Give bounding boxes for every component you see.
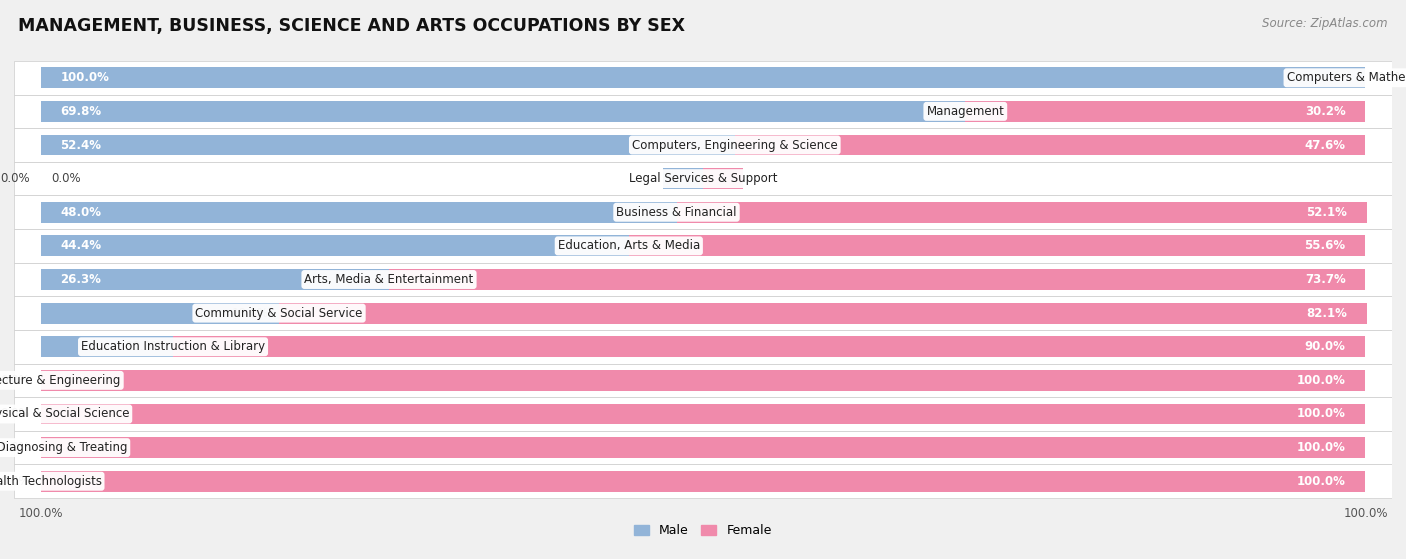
Text: 0.0%: 0.0% — [0, 374, 30, 387]
Text: Arts, Media & Entertainment: Arts, Media & Entertainment — [304, 273, 474, 286]
Bar — [14, 196, 1392, 229]
Text: 18.0%: 18.0% — [232, 307, 269, 320]
Text: 0.0%: 0.0% — [51, 172, 80, 185]
Bar — [676, 202, 1367, 222]
Text: Health Diagnosing & Treating: Health Diagnosing & Treating — [0, 441, 128, 454]
Bar — [389, 269, 1365, 290]
Text: 100.0%: 100.0% — [1296, 475, 1346, 488]
Text: Education, Arts & Media: Education, Arts & Media — [558, 239, 700, 252]
Bar — [41, 67, 1365, 88]
Bar — [14, 229, 1392, 263]
Bar — [14, 263, 1392, 296]
Text: Community & Social Service: Community & Social Service — [195, 307, 363, 320]
Bar — [278, 303, 1367, 324]
Bar — [14, 128, 1392, 162]
Text: 82.1%: 82.1% — [1306, 307, 1347, 320]
Text: 90.0%: 90.0% — [1305, 340, 1346, 353]
Text: Life, Physical & Social Science: Life, Physical & Social Science — [0, 408, 129, 420]
Text: Architecture & Engineering: Architecture & Engineering — [0, 374, 121, 387]
Bar — [14, 465, 1392, 498]
Bar — [14, 431, 1392, 465]
Text: Education Instruction & Library: Education Instruction & Library — [82, 340, 266, 353]
Bar — [735, 135, 1365, 155]
Text: 100.0%: 100.0% — [1296, 441, 1346, 454]
Text: 73.7%: 73.7% — [1305, 273, 1346, 286]
Text: 30.2%: 30.2% — [1305, 105, 1346, 118]
Bar — [41, 471, 1365, 492]
Text: 0.0%: 0.0% — [0, 475, 30, 488]
Text: 0.0%: 0.0% — [0, 441, 30, 454]
Text: 10.0%: 10.0% — [125, 340, 163, 353]
Text: Source: ZipAtlas.com: Source: ZipAtlas.com — [1263, 17, 1388, 30]
Text: 100.0%: 100.0% — [1296, 374, 1346, 387]
Bar — [41, 303, 278, 324]
Bar — [41, 337, 173, 357]
Text: 100.0%: 100.0% — [1296, 408, 1346, 420]
Bar — [14, 330, 1392, 363]
Text: 26.3%: 26.3% — [60, 273, 101, 286]
Text: 69.8%: 69.8% — [60, 105, 101, 118]
Text: 100.0%: 100.0% — [60, 71, 110, 84]
Bar — [41, 269, 389, 290]
Text: Health Technologists: Health Technologists — [0, 475, 101, 488]
Bar — [41, 135, 735, 155]
Text: Legal Services & Support: Legal Services & Support — [628, 172, 778, 185]
Text: Computers, Engineering & Science: Computers, Engineering & Science — [631, 139, 838, 151]
Text: 55.6%: 55.6% — [1305, 239, 1346, 252]
Text: MANAGEMENT, BUSINESS, SCIENCE AND ARTS OCCUPATIONS BY SEX: MANAGEMENT, BUSINESS, SCIENCE AND ARTS O… — [18, 17, 685, 35]
Text: 0.0%: 0.0% — [1376, 71, 1406, 84]
Bar — [41, 202, 676, 222]
Text: 44.4%: 44.4% — [60, 239, 101, 252]
Bar — [41, 437, 1365, 458]
Text: 52.1%: 52.1% — [1306, 206, 1347, 219]
Bar — [664, 168, 703, 189]
Bar — [14, 296, 1392, 330]
Text: 0.0%: 0.0% — [0, 408, 30, 420]
Bar — [14, 397, 1392, 431]
Bar — [14, 162, 1392, 196]
Bar — [703, 168, 742, 189]
Bar — [14, 61, 1392, 94]
Bar — [173, 337, 1365, 357]
Bar — [966, 101, 1365, 122]
Text: 48.0%: 48.0% — [60, 206, 101, 219]
Text: 52.4%: 52.4% — [60, 139, 101, 151]
Text: Computers & Mathematics: Computers & Mathematics — [1286, 71, 1406, 84]
Bar — [41, 101, 966, 122]
Text: 0.0%: 0.0% — [0, 172, 30, 185]
Text: Business & Financial: Business & Financial — [616, 206, 737, 219]
Bar — [14, 94, 1392, 128]
Text: Management: Management — [927, 105, 1004, 118]
Legend: Male, Female: Male, Female — [634, 524, 772, 537]
Bar — [41, 235, 628, 256]
Bar — [628, 235, 1365, 256]
Text: 47.6%: 47.6% — [1305, 139, 1346, 151]
Bar — [14, 363, 1392, 397]
Bar — [41, 404, 1365, 424]
Bar — [41, 370, 1365, 391]
